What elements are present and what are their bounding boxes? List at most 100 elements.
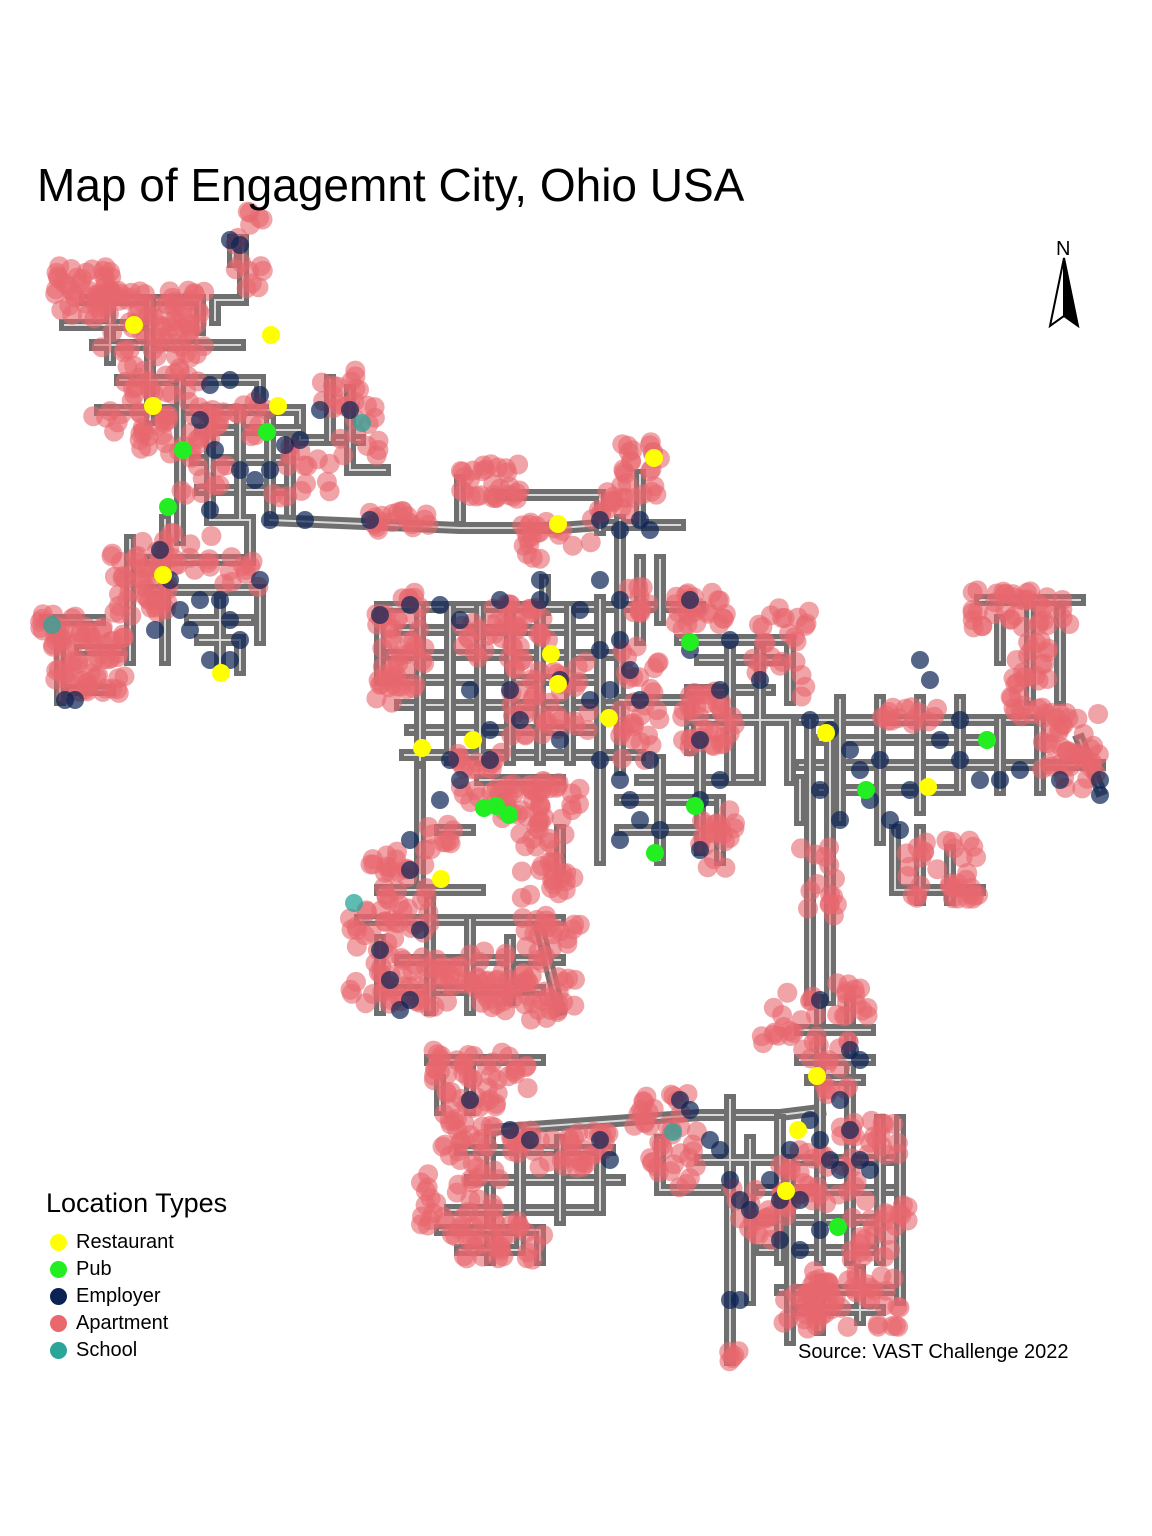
employer-marker — [971, 771, 989, 789]
apartment-marker — [516, 544, 537, 564]
apartment-marker — [678, 605, 699, 626]
employer-marker — [401, 831, 419, 849]
legend-label-employer: Employer — [76, 1285, 161, 1307]
apartment-marker — [669, 1177, 690, 1198]
apartment-marker — [878, 1205, 899, 1226]
apartment-marker — [1017, 582, 1038, 603]
employer-marker — [1051, 771, 1069, 789]
legend-item-employer: Employer — [46, 1283, 227, 1310]
apartment-marker — [411, 1172, 431, 1193]
employer-marker — [601, 681, 619, 699]
apartment-marker — [848, 1278, 869, 1299]
apartment-marker — [962, 888, 983, 909]
apartment-marker — [504, 657, 525, 678]
employer-marker — [841, 741, 859, 759]
apartment-marker — [880, 1240, 901, 1260]
employer-marker — [771, 1231, 789, 1249]
apartment-marker — [50, 629, 71, 650]
employer-marker — [851, 761, 869, 779]
apartment-marker — [112, 627, 133, 648]
apartment-marker — [707, 694, 728, 715]
restaurant-marker — [549, 675, 567, 693]
apartment-marker — [962, 582, 983, 603]
apartment-marker — [493, 1246, 514, 1267]
apartment-marker — [528, 941, 549, 962]
apartment-marker — [679, 1147, 700, 1168]
employer-marker — [371, 606, 389, 624]
apartment-marker — [526, 836, 547, 857]
apartment-marker — [487, 1083, 508, 1104]
employer-marker — [481, 721, 499, 739]
apartment-marker — [569, 778, 590, 799]
apartment-marker — [827, 973, 848, 994]
apartment-marker — [368, 430, 389, 451]
apartment-marker — [191, 483, 212, 503]
apartment-marker — [548, 967, 569, 988]
apartment-marker — [568, 672, 589, 693]
pub-markers — [159, 423, 996, 1236]
apartment-marker — [498, 1066, 519, 1087]
apartment-marker — [226, 402, 247, 423]
apartment-marker — [994, 584, 1015, 605]
north-label: N — [1056, 238, 1071, 260]
apartment-marker — [1021, 640, 1042, 661]
apartment-marker — [777, 982, 798, 1003]
employer-marker — [206, 441, 224, 459]
apartment-marker — [883, 1268, 904, 1289]
apartment-marker — [156, 365, 176, 386]
apartment-marker — [692, 810, 712, 831]
apartment-marker — [509, 1216, 530, 1236]
employer-marker — [371, 941, 389, 959]
apartment-marker — [502, 988, 523, 1009]
apartment-marker — [414, 509, 435, 530]
apartment-marker — [70, 622, 91, 643]
school-marker — [345, 894, 363, 912]
apartment-marker — [70, 274, 91, 294]
employer-marker — [751, 671, 769, 689]
apartment-marker — [437, 814, 458, 835]
apartment-marker — [874, 1295, 894, 1316]
apartment-marker — [239, 261, 260, 281]
employer-marker — [721, 1171, 739, 1189]
apartment-marker — [277, 455, 298, 476]
apartment-marker — [201, 526, 222, 546]
apartment-marker — [550, 921, 571, 942]
apartment-marker — [200, 556, 221, 577]
apartment-marker — [161, 383, 182, 404]
restaurant-marker — [432, 870, 450, 888]
apartment-marker — [684, 682, 705, 703]
apartment-marker — [638, 725, 659, 746]
restaurant-marker — [464, 731, 482, 749]
apartment-marker — [1052, 608, 1073, 628]
employer-marker — [691, 731, 709, 749]
apartment-marker — [418, 817, 439, 837]
employer-marker — [221, 371, 239, 389]
apartment-marker — [882, 1316, 903, 1337]
apartment-marker — [471, 992, 492, 1013]
apartment-marker — [808, 1035, 829, 1056]
apartment-marker — [1088, 704, 1109, 724]
employer-marker — [441, 751, 459, 769]
employer-marker — [531, 571, 549, 589]
apartment-marker — [414, 855, 435, 875]
restaurant-marker — [808, 1067, 826, 1085]
legend-item-school: School — [46, 1337, 227, 1364]
apartment-marker — [529, 810, 550, 830]
apartment-marker — [889, 1297, 910, 1318]
apartment-marker — [484, 1198, 505, 1219]
apartment-marker — [448, 1174, 469, 1195]
apartment-marker — [517, 1078, 538, 1099]
restaurant-marker — [154, 566, 172, 584]
apartment-marker — [1021, 704, 1042, 725]
employer-marker — [631, 691, 649, 709]
apartment-marker — [698, 601, 718, 622]
apartment-marker — [467, 1168, 488, 1189]
apartment-marker — [651, 1135, 672, 1156]
employer-marker — [401, 861, 419, 879]
apartment-marker — [219, 560, 240, 581]
apartment-marker — [412, 1206, 432, 1227]
apartment-marker — [844, 979, 865, 1000]
apartment-marker — [371, 956, 392, 977]
apartment-marker — [798, 898, 818, 919]
employer-marker — [841, 1121, 859, 1139]
